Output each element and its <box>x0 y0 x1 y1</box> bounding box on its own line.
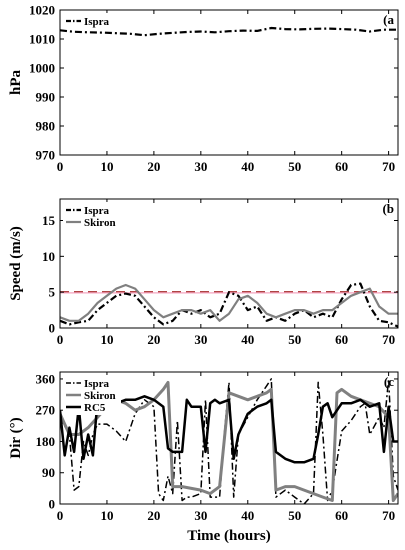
y-tick-label: 15 <box>42 213 56 228</box>
x-tick-label: 30 <box>194 332 207 347</box>
x-tick-label: 0 <box>57 508 64 523</box>
x-tick-label: 40 <box>241 159 254 174</box>
y-tick-label: 990 <box>36 90 56 105</box>
series-line-ispra <box>60 26 398 37</box>
y-tick-label: 970 <box>36 148 56 163</box>
x-tick-label: 20 <box>147 332 160 347</box>
x-tick-label: 20 <box>147 159 160 174</box>
plot-frame <box>59 371 399 505</box>
y-axis-label: hPa <box>8 70 24 96</box>
panel-3: 0 10 20 30 40 50 60 70 0 90 180 270 360 Dir (°) Time (… <box>8 371 399 544</box>
panel-letter: (a <box>383 12 394 27</box>
x-tick-label: 70 <box>382 332 395 347</box>
x-tick-label: 30 <box>194 508 207 523</box>
y-axis-label: Dir (°) <box>8 417 24 458</box>
x-tick-label: 20 <box>147 508 160 523</box>
legend-label-rc5: RC5 <box>84 402 106 414</box>
legend-label-ispra: Ispra <box>84 205 110 217</box>
legend: Ispra <box>63 13 121 29</box>
x-tick-label: 0 <box>57 332 64 347</box>
panel-letter: (c <box>384 374 394 389</box>
legend-label-skiron: Skiron <box>84 390 116 402</box>
plot-frame <box>59 198 399 329</box>
x-tick-label: 70 <box>382 159 395 174</box>
x-tick-label: 40 <box>241 508 254 523</box>
x-tick-label: 10 <box>100 332 113 347</box>
y-tick-label: 360 <box>36 371 56 386</box>
panel-2: 0 10 20 30 40 50 60 70 0 5 10 15 Speed (m/s) (b IspraS… <box>8 198 399 347</box>
panel-1: 0 10 20 30 40 50 60 70970980990100010101020hPa(… <box>8 3 399 174</box>
x-tick-label: 10 <box>100 508 113 523</box>
x-tick-label: 60 <box>335 159 348 174</box>
x-tick-label: 70 <box>382 508 395 523</box>
legend-label-ispra: Ispra <box>84 16 110 28</box>
x-tick-label: 50 <box>288 159 301 174</box>
y-tick-label: 180 <box>36 434 56 449</box>
y-tick-label: 1020 <box>29 3 55 18</box>
legend-box <box>63 202 121 230</box>
y-tick-label: 0 <box>49 497 56 512</box>
x-tick-label: 50 <box>288 508 301 523</box>
series-line-ispra <box>60 282 398 328</box>
y-tick-label: 90 <box>42 465 55 480</box>
legend-box <box>63 13 121 29</box>
y-tick-label: 1000 <box>29 61 55 76</box>
panel-letter: (b <box>382 201 394 216</box>
series-line-skiron <box>60 283 398 322</box>
legend-label-skiron: Skiron <box>84 217 116 229</box>
plot-frame <box>59 9 399 156</box>
x-tick-label: 40 <box>241 332 254 347</box>
y-axis-label: Speed (m/s) <box>8 226 24 301</box>
y-tick-label: 5 <box>49 285 56 300</box>
y-tick-label: 980 <box>36 119 56 134</box>
y-tick-label: 270 <box>36 403 56 418</box>
x-tick-label: 30 <box>194 159 207 174</box>
y-tick-label: 0 <box>49 321 56 336</box>
y-tick-label: 1010 <box>29 32 55 47</box>
x-axis-label: Time (hours) <box>187 528 270 544</box>
x-tick-label: 60 <box>335 332 348 347</box>
x-tick-label: 0 <box>57 159 64 174</box>
x-tick-label: 60 <box>335 508 348 523</box>
legend-label-ispra: Ispra <box>84 378 110 390</box>
x-tick-label: 10 <box>100 159 113 174</box>
series-line-skiron <box>60 380 398 502</box>
y-tick-label: 10 <box>42 249 55 264</box>
x-tick-label: 50 <box>288 332 301 347</box>
